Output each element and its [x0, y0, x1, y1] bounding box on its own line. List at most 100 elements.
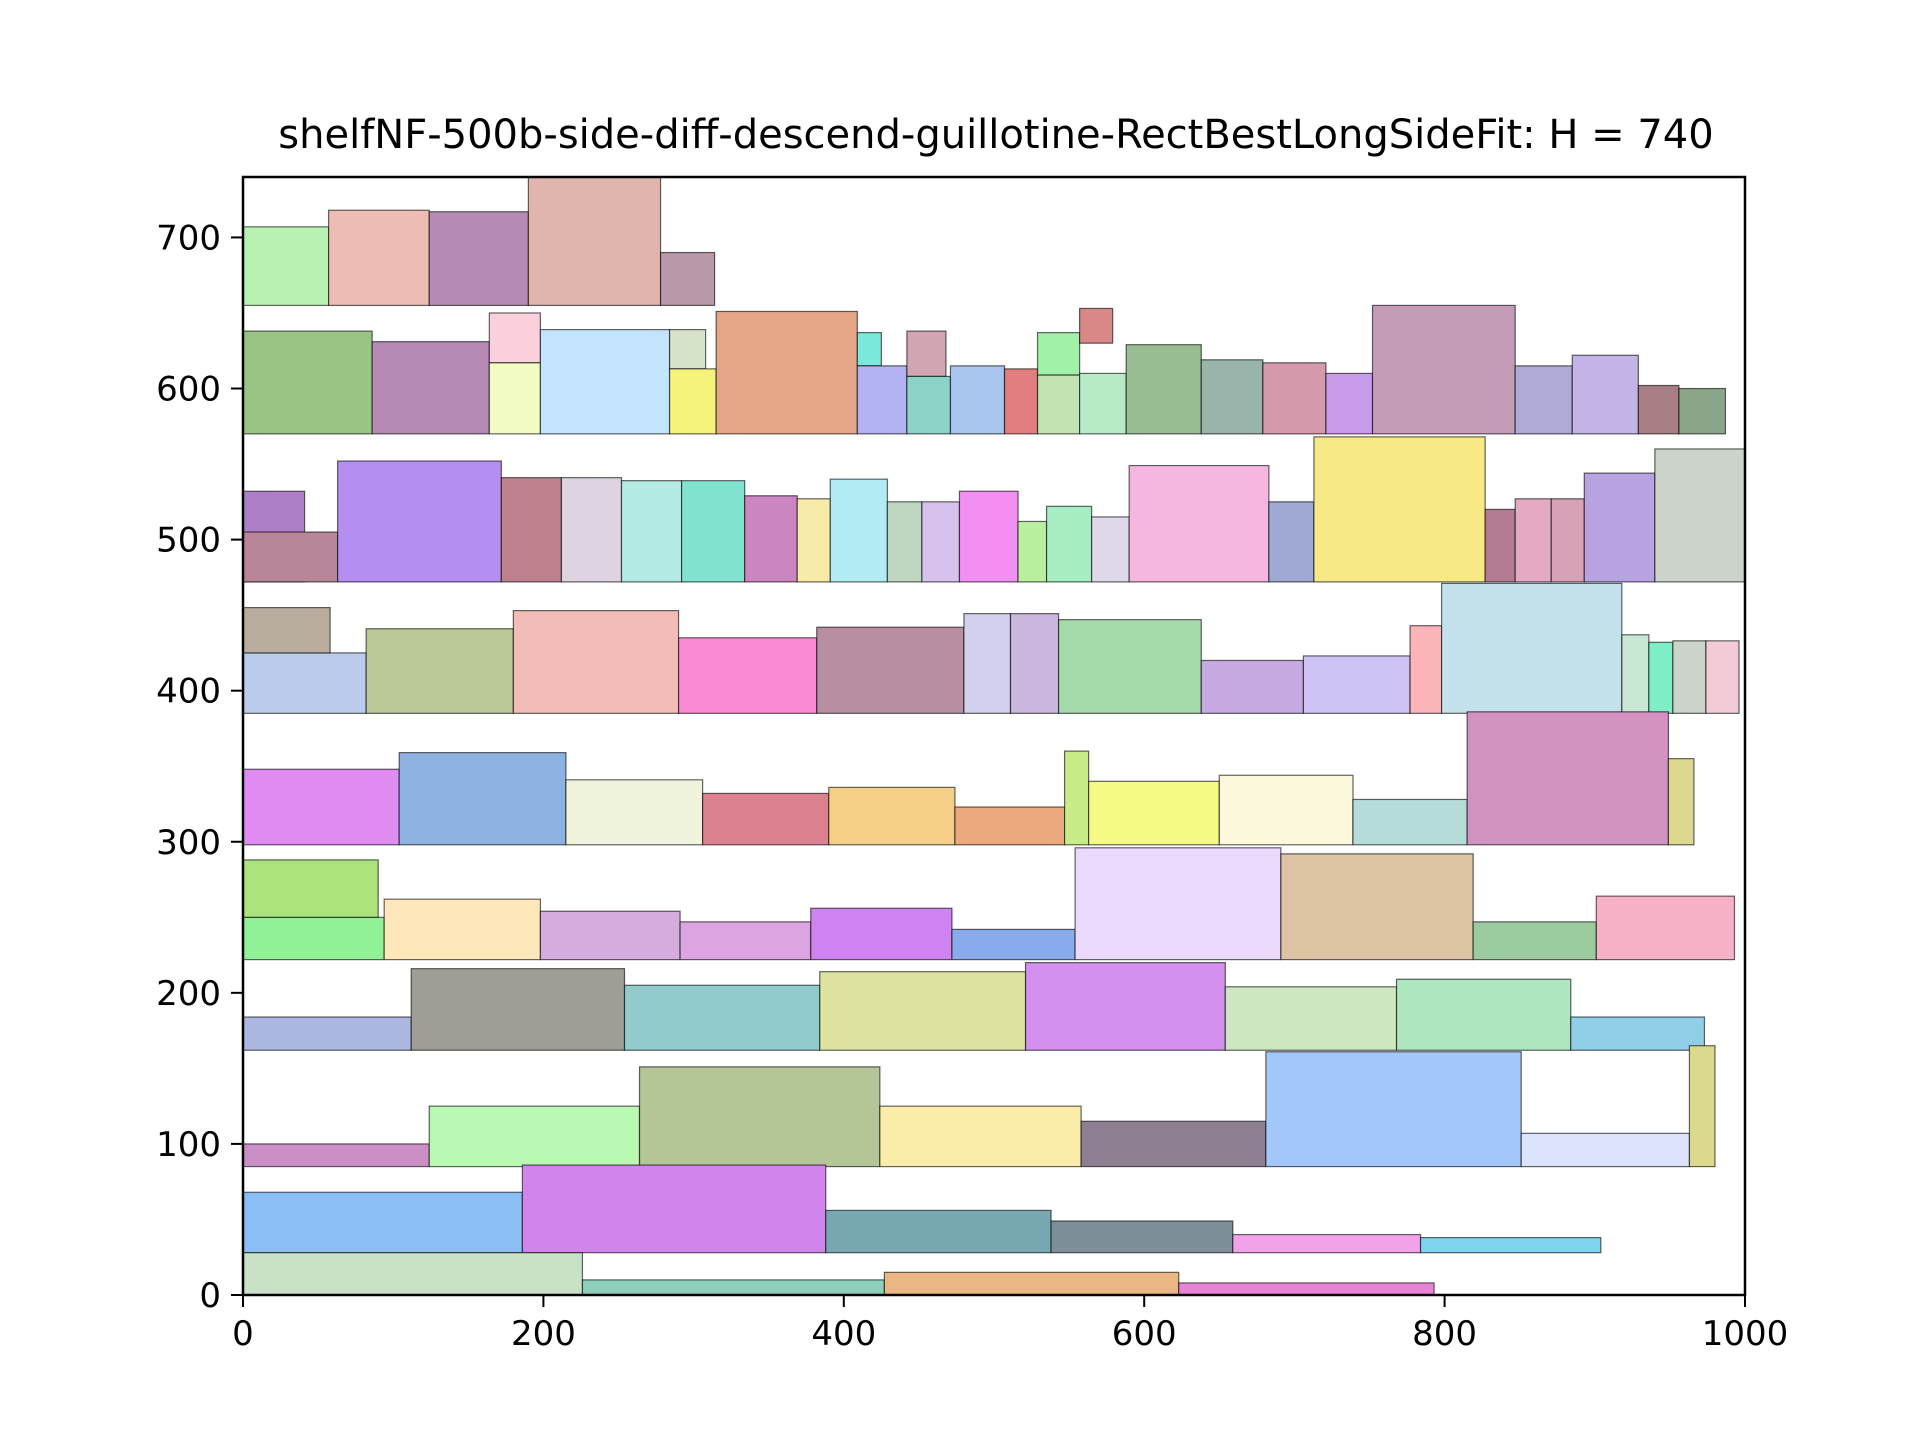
packed-rect-78 — [954, 806, 1066, 846]
packed-rect-116 — [1232, 1233, 1422, 1254]
packed-rect-71 — [1672, 640, 1707, 714]
packed-rect-63 — [1009, 613, 1060, 714]
packed-rect-64 — [1057, 619, 1202, 714]
x-axis: 0 200 400 600 800 1000 — [232, 1295, 1788, 1354]
packed-rect-100 — [1024, 962, 1226, 1051]
packed-rect-81 — [1218, 774, 1354, 846]
packed-rect-28 — [1514, 365, 1573, 435]
packed-rect-3 — [527, 176, 662, 307]
packed-rect-82 — [1352, 798, 1468, 846]
packed-rect-27 — [1371, 304, 1516, 435]
packed-rect-40 — [796, 498, 831, 583]
x-tick-label-4: 800 — [1412, 1314, 1477, 1354]
packed-rect-66 — [1302, 655, 1411, 714]
packed-rect-62 — [963, 613, 1012, 714]
packed-rect-53 — [1550, 498, 1585, 583]
packed-rect-58 — [365, 628, 514, 714]
packed-rect-87 — [383, 898, 541, 961]
packed-rect-19 — [1036, 374, 1081, 435]
plot-frame — [241, 175, 1747, 1297]
packed-rect-105 — [428, 1105, 641, 1168]
packed-rect-101 — [1224, 986, 1398, 1051]
packed-rect-22 — [1079, 307, 1114, 344]
packed-rect-57 — [242, 606, 331, 654]
packed-rect-34 — [337, 460, 502, 583]
packed-rect-60 — [677, 637, 818, 714]
packed-rect-12 — [715, 310, 858, 435]
packed-rect-29 — [1571, 354, 1639, 435]
packed-rect-68 — [1440, 582, 1623, 714]
x-tick-label-1: 200 — [511, 1314, 576, 1354]
packed-rect-26 — [1325, 372, 1374, 435]
packed-rect-91 — [951, 928, 1076, 961]
packed-rect-89 — [679, 921, 812, 961]
y-tick-label-7: 700 — [156, 218, 221, 258]
packed-rect-25 — [1262, 362, 1327, 435]
packed-rect-113 — [521, 1164, 827, 1254]
packed-rect-52 — [1514, 498, 1552, 583]
packed-rect-7 — [488, 312, 541, 364]
packed-rect-79 — [1063, 750, 1090, 846]
packed-rect-35 — [500, 477, 563, 583]
packed-rect-120 — [883, 1271, 1180, 1296]
packed-rect-77 — [828, 786, 956, 846]
packed-rect-33 — [242, 531, 339, 583]
packed-rect-54 — [1583, 472, 1656, 583]
packed-rect-94 — [1472, 921, 1597, 961]
packed-rect-70 — [1648, 641, 1674, 714]
y-tick-label-2: 200 — [156, 974, 221, 1014]
packed-rect-51 — [1484, 508, 1516, 583]
packed-rect-46 — [1045, 505, 1093, 583]
packed-rect-61 — [816, 626, 965, 714]
packed-rect-44 — [958, 490, 1019, 583]
packed-rect-117 — [1419, 1236, 1602, 1254]
packed-rect-109 — [1265, 1051, 1522, 1168]
packed-rect-92 — [1074, 847, 1282, 961]
packed-rect-17 — [949, 365, 1006, 435]
x-tick-label-3: 600 — [1112, 1314, 1177, 1354]
packed-rect-31 — [1678, 387, 1727, 435]
y-tick-label-3: 300 — [156, 823, 221, 863]
packed-rect-86 — [242, 859, 379, 918]
packed-rect-14 — [856, 365, 908, 435]
packed-rect-88 — [539, 910, 681, 961]
packed-rect-108 — [1080, 1120, 1267, 1168]
packed-rect-20 — [1036, 332, 1081, 376]
packed-rect-74 — [398, 752, 567, 846]
packed-rect-112 — [242, 1191, 523, 1254]
packed-rect-2 — [428, 211, 529, 307]
packed-rect-106 — [638, 1066, 881, 1168]
packed-rect-96 — [242, 1016, 412, 1051]
x-tick-label-0: 0 — [232, 1314, 254, 1354]
packed-rect-49 — [1268, 501, 1315, 583]
y-axis: 0 100 200 300 400 500 600 700 — [156, 218, 243, 1316]
packed-rect-73 — [242, 768, 400, 846]
packed-rect-83 — [1466, 711, 1669, 846]
packed-rect-55 — [1654, 448, 1746, 583]
packed-rect-111 — [1688, 1045, 1716, 1168]
y-tick-label-4: 400 — [156, 672, 221, 712]
packed-rect-24 — [1200, 359, 1264, 435]
packed-rect-75 — [565, 779, 704, 846]
packed-rect-107 — [879, 1105, 1082, 1168]
packed-rect-84 — [1667, 758, 1695, 846]
y-tick-label-1: 100 — [156, 1125, 221, 1165]
packed-rect-104 — [242, 1143, 430, 1168]
packed-rect-9 — [539, 328, 671, 435]
packed-rect-5 — [242, 330, 373, 435]
rect-layer — [242, 176, 1746, 1296]
packed-rect-119 — [581, 1279, 885, 1296]
packed-rect-48 — [1128, 464, 1270, 583]
packed-rect-114 — [825, 1209, 1052, 1254]
packed-rect-8 — [488, 362, 541, 435]
packed-rect-59 — [512, 610, 680, 714]
packed-rect-65 — [1200, 659, 1305, 714]
packed-rect-30 — [1637, 384, 1680, 435]
packed-rect-67 — [1409, 625, 1443, 714]
packed-rect-45 — [1017, 520, 1048, 583]
packed-rect-47 — [1091, 516, 1130, 583]
packed-rect-13 — [856, 332, 882, 367]
packed-rect-93 — [1280, 853, 1474, 961]
packed-rect-15 — [906, 330, 947, 378]
